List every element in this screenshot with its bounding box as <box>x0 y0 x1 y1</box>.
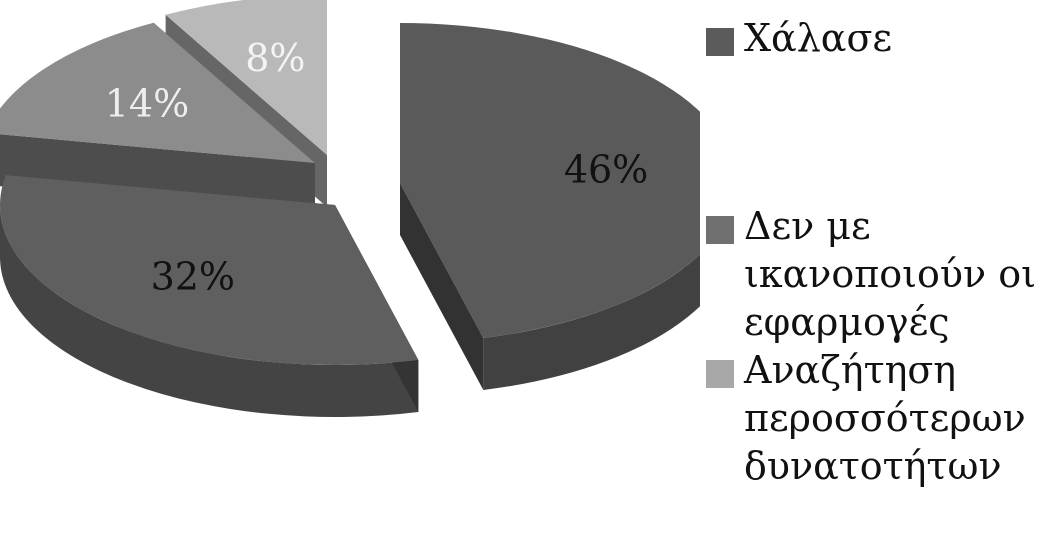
pie-slice-wall-0-1 <box>400 183 484 390</box>
pie-slice-wall-2-0 <box>0 134 315 215</box>
pie-label-3: 8% <box>245 36 305 80</box>
legend-item-0: Χάλασε <box>706 14 1051 110</box>
pie-slice-top-3 <box>165 0 327 155</box>
legend-item-2: Αναζήτηση περοσσότερων δυνατοτήτων <box>706 346 1051 490</box>
legend-label-2: Αναζήτηση περοσσότερων δυνατοτήτων <box>744 348 1026 488</box>
pie-label-0: 46% <box>564 148 648 192</box>
pie-slice-top-2 <box>0 22 315 163</box>
legend-swatch-2 <box>706 360 734 388</box>
pie-slice-side-0 <box>483 254 700 390</box>
pie-slice-top-1 <box>0 175 419 365</box>
pie-slice-side-1 <box>0 205 419 417</box>
pie-slice-1 <box>0 175 419 417</box>
pie-slice-2 <box>0 22 315 216</box>
pie-label-2: 14% <box>105 82 189 126</box>
pie-chart: 8% 14% 32% 46% <box>0 0 700 417</box>
pie-slice-top-0 <box>400 23 700 338</box>
pie-slices <box>0 0 700 417</box>
legend-label-0: Χάλασε <box>744 16 893 60</box>
pie-label-1: 32% <box>151 254 235 298</box>
legend: Χάλασε Δεν με ικανοποιούν οι εφαρμογές Α… <box>706 14 1051 490</box>
pie-slice-0 <box>400 23 700 390</box>
legend-item-1: Δεν με ικανοποιούν οι εφαρμογές <box>706 202 1051 346</box>
legend-swatch-1 <box>706 216 734 244</box>
legend-swatch-0 <box>706 28 734 56</box>
legend-label-1: Δεν με ικανοποιούν οι εφαρμογές <box>744 204 1036 344</box>
pie-labels: 8% 14% 32% 46% <box>105 36 649 298</box>
